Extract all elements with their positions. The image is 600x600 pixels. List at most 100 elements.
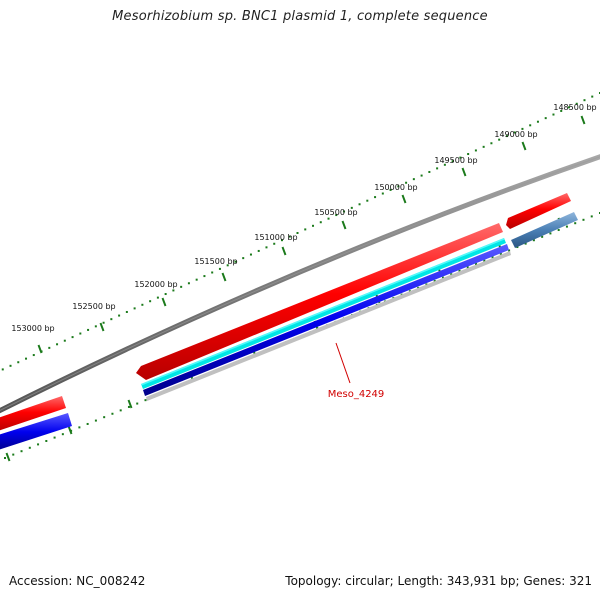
scale-dot [172,289,175,292]
scale-dot [257,249,260,252]
scale-dot [389,188,392,191]
track-dot [516,246,519,249]
scale-dot [211,271,214,274]
major-tick [341,220,347,230]
major-tick [99,322,105,332]
cyan-feature-highlight [141,238,505,386]
scale-dot [242,257,245,260]
scale-dot [490,142,493,145]
track-dot [483,259,486,262]
scale-dot [156,296,159,299]
scale-dot [195,278,198,281]
scale-dot [397,185,400,188]
feature-layer [0,154,600,450]
track-dot [475,263,478,266]
scale-ticks [1,92,600,371]
tick-label: 148500 bp [553,103,596,112]
forward-cds-left [0,396,66,431]
scale-dot [32,354,35,357]
scale-dot [374,196,377,199]
steel-feature-right [511,212,578,248]
scale-dot [63,339,66,342]
scale-dot [505,135,508,138]
track-dot [441,276,444,279]
scale-dot [529,124,532,127]
scale-dot [567,106,570,109]
track-dot [103,416,106,419]
scale-dot [265,246,268,249]
track-dot [94,419,97,422]
tick-label: 149500 bp [434,156,477,165]
scale-dot [218,267,221,270]
scale-dot [273,242,276,245]
track-dot [127,405,130,408]
scale-dot [226,264,229,267]
scale-dot [467,153,470,156]
scale-dot [436,167,439,170]
scale-dot [412,178,415,181]
tick-label: 149000 bp [494,130,537,139]
scale-dot [420,174,423,177]
tick-label: 150500 bp [314,208,357,217]
feature-labels: Meso_4249 [328,342,385,400]
scale-dot [118,314,121,317]
scale-dot [312,224,315,227]
gene-label-leader [335,342,351,384]
track-dot [28,446,31,449]
track-dot [450,273,453,276]
scale-dot [350,206,353,209]
tick-label: 152500 bp [72,302,115,311]
track-dot [45,439,48,442]
track-dot [433,280,436,283]
forward-cds-main [136,223,503,380]
scale-dot [149,300,152,303]
track-dot [508,249,511,252]
tick-label: 152000 bp [134,280,177,289]
accession-text: Accession: NC_008242 [9,574,146,588]
scale-dot [428,170,431,173]
scale-dot [319,221,322,224]
scale-dot [48,346,51,349]
major-tick [37,344,43,354]
scale-dot [583,99,586,102]
track-dot [119,409,122,412]
scale-dot [180,285,183,288]
major-tick [281,246,287,256]
track-dot [549,232,552,235]
scale-dot [164,293,167,296]
scale-dot [575,102,578,105]
track-dot [53,436,56,439]
track-dot [565,225,568,228]
cyan-feature [141,238,506,389]
inner-major-tick [67,425,73,435]
scale-dot [17,361,20,364]
scale-dot [451,160,454,163]
scale-dot [459,156,462,159]
track-dot [466,266,469,269]
major-tick [521,141,527,151]
scale-dot [591,95,594,98]
scale-dot [560,109,563,112]
scale-labels: 148500 bp 149000 bp 149500 bp 150000 bp 1505… [11,103,596,333]
major-tick [161,297,167,307]
track-dot [532,239,535,242]
scale-dot [94,325,97,328]
scale-dot [482,145,485,148]
scale-dot [513,131,516,134]
track-dot [557,229,560,232]
track-dot [20,450,23,453]
scale-dot [405,181,408,184]
scale-dot [203,275,206,278]
tick-label: 151500 bp [194,257,237,266]
scale-dot [125,310,128,313]
track-dot [12,453,15,456]
scale-dot [249,253,252,256]
gene-label-meso-4249[interactable]: Meso_4249 [328,389,385,400]
track-dot [524,242,527,245]
track-dot [458,269,461,272]
scale-dot [102,321,105,324]
scale-dot [1,368,4,371]
track-dot [491,256,494,259]
major-tick [461,167,467,177]
